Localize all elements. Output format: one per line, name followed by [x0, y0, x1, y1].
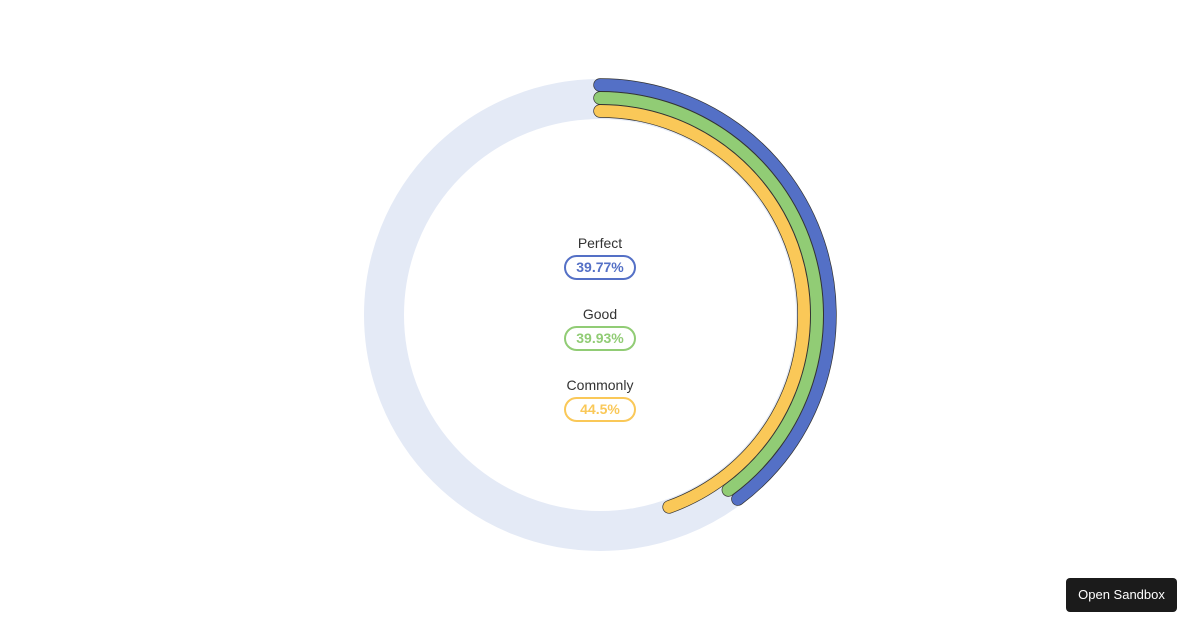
arc-bar: [594, 105, 810, 513]
series-name-label: Perfect: [578, 235, 622, 251]
open-sandbox-button[interactable]: Open Sandbox: [1066, 578, 1177, 612]
value-label: 39.93%: [576, 330, 624, 346]
value-label: 44.5%: [580, 401, 620, 417]
value-badge: [564, 326, 636, 351]
arc-bar: [594, 79, 836, 506]
value-badge: [564, 397, 636, 422]
value-badge: [564, 255, 636, 280]
value-label: 39.77%: [576, 259, 624, 275]
series-arc-perfect[interactable]: [593, 78, 837, 506]
series-arc-commonly[interactable]: [593, 104, 811, 514]
series-name-label: Commonly: [567, 377, 634, 393]
series-arc-good[interactable]: [593, 91, 824, 497]
series-name-label: Good: [583, 306, 617, 322]
arc-bar: [594, 92, 823, 496]
